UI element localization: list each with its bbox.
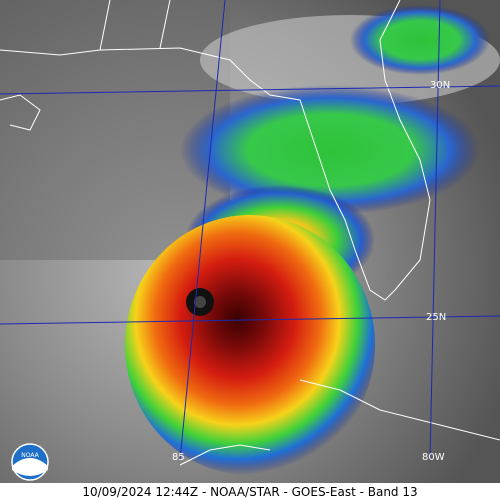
- graticule: [0, 0, 500, 461]
- rainband: [180, 85, 480, 215]
- eye-center: [194, 296, 206, 308]
- logo-text: NOAA: [21, 452, 39, 459]
- grid-label: 30N: [430, 80, 450, 91]
- noaa-logo: NOAA: [11, 443, 49, 481]
- coastlines: [0, 0, 500, 466]
- grid-label: 25N: [426, 312, 446, 323]
- grid-label: 85: [172, 452, 185, 463]
- caption-bar: [0, 483, 500, 500]
- caption: 10/09/2024 12:44Z - NOAA/STAR - GOES-Eas…: [82, 485, 417, 499]
- grid-label: 80W: [422, 452, 445, 463]
- hurricane: [125, 215, 375, 475]
- rainband: [350, 5, 490, 75]
